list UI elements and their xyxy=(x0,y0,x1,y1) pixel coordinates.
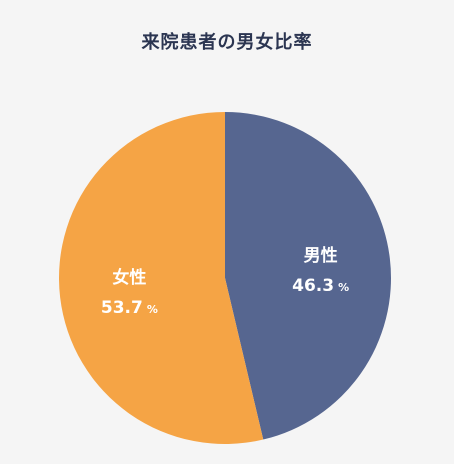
slice-label-name-1: 女性 xyxy=(112,267,146,288)
slice-label-value-0: 46.3% xyxy=(292,276,349,296)
pie-slice-1 xyxy=(59,112,264,444)
pie-slice-0 xyxy=(225,112,391,440)
chart-title: 来院患者の男女比率 xyxy=(141,32,313,53)
slice-label-value-1: 53.7% xyxy=(101,298,158,318)
slice-label-name-0: 男性 xyxy=(304,245,338,266)
